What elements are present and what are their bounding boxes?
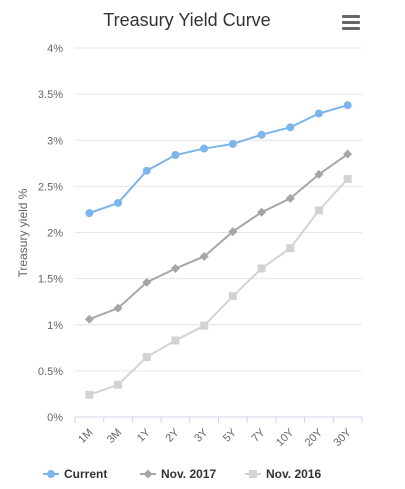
x-tick-label: 3Y	[192, 426, 210, 444]
x-tick-label: 30Y	[331, 426, 354, 449]
y-tick-label: 2%	[47, 228, 63, 240]
data-point	[84, 314, 94, 324]
grid-lines	[75, 47, 362, 418]
data-point	[343, 149, 353, 159]
data-point	[200, 144, 209, 153]
x-axis: 1M 3M 1Y 2Y 3Y 5Y 7Y 10Y 20Y 30Y	[74, 417, 363, 449]
data-point	[171, 151, 180, 160]
chart-title: Treasury Yield Curve	[103, 10, 270, 30]
legend-marker	[249, 470, 257, 478]
y-tick-label: 3.5%	[38, 89, 63, 101]
data-point	[85, 209, 94, 218]
y-tick-label: 4%	[47, 43, 63, 55]
data-point	[114, 380, 123, 389]
legend-label: Current	[64, 467, 107, 481]
data-point	[286, 123, 295, 132]
x-tick-label: 5Y	[221, 426, 239, 444]
x-tick-label: 2Y	[164, 426, 182, 444]
data-point	[113, 303, 123, 313]
data-point	[314, 169, 324, 179]
series-group	[84, 101, 353, 399]
y-axis-label: Treasury yield %	[16, 188, 30, 277]
data-point	[257, 264, 266, 273]
data-point	[142, 277, 152, 287]
legend-marker	[143, 469, 153, 479]
y-tick-label: 0.5%	[38, 366, 63, 378]
data-point	[343, 101, 352, 110]
x-tick-label: 1M	[76, 427, 95, 446]
data-point	[314, 109, 323, 118]
series-line	[89, 104, 348, 215]
data-point	[200, 321, 209, 330]
y-axis: 0% 0.5% 1% 1.5% 2% 2.5% 3% 3.5% 4%	[38, 43, 63, 424]
series-line	[89, 178, 349, 396]
data-point	[228, 227, 238, 237]
legend-label: Nov. 2017	[161, 467, 216, 481]
data-point	[170, 263, 180, 273]
data-point	[314, 206, 323, 215]
y-tick-label: 2.5%	[38, 181, 63, 193]
data-point	[85, 390, 94, 399]
data-point	[171, 336, 180, 345]
data-point	[257, 207, 267, 217]
data-point	[286, 244, 295, 253]
x-tick-label: 3M	[105, 427, 124, 446]
legend-label: Nov. 2016	[266, 467, 321, 481]
legend: Current Nov. 2017 Nov. 2016	[43, 467, 321, 481]
hamburger-menu-icon[interactable]	[338, 12, 364, 36]
data-point	[142, 353, 151, 362]
series-line	[88, 153, 349, 321]
x-tick-label: 7Y	[250, 426, 268, 444]
y-tick-label: 1.5%	[38, 274, 63, 286]
x-tick-label: 1Y	[135, 426, 153, 444]
data-point	[257, 130, 266, 139]
data-point	[228, 139, 237, 148]
data-point	[199, 251, 209, 261]
data-point	[142, 166, 151, 175]
y-tick-label: 1%	[47, 320, 63, 332]
x-tick-label: 20Y	[303, 426, 326, 449]
data-point	[114, 198, 123, 207]
data-point	[285, 193, 295, 203]
data-point	[228, 292, 237, 301]
y-tick-label: 0%	[47, 412, 63, 424]
data-point	[343, 174, 352, 183]
legend-marker	[47, 470, 55, 478]
x-tick-label: 10Y	[274, 426, 297, 449]
y-tick-label: 3%	[47, 135, 63, 147]
